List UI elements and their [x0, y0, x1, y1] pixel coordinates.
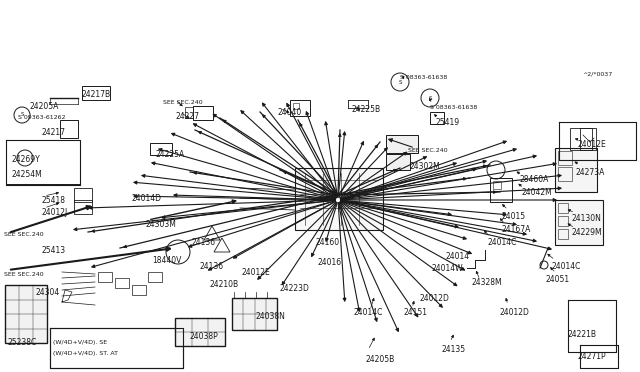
Text: 24229M: 24229M: [572, 228, 603, 237]
Text: 24014C: 24014C: [488, 238, 517, 247]
Bar: [555, 200, 603, 245]
Text: S: S: [20, 112, 24, 118]
Bar: [386, 154, 410, 170]
Bar: [430, 112, 444, 124]
Text: 24304: 24304: [35, 288, 60, 297]
Text: 24210B: 24210B: [210, 280, 239, 289]
Bar: [490, 178, 512, 202]
Bar: [6, 140, 80, 184]
Text: SEE SEC.240: SEE SEC.240: [408, 148, 447, 153]
Text: 25413: 25413: [42, 246, 66, 255]
Bar: [5, 285, 47, 343]
Bar: [555, 148, 597, 192]
Text: 24205A: 24205A: [30, 102, 60, 111]
Text: 24012J: 24012J: [42, 208, 68, 217]
Bar: [150, 143, 172, 155]
Text: 25418: 25418: [42, 196, 66, 205]
Text: 24038P: 24038P: [190, 332, 219, 341]
Text: 24130N: 24130N: [572, 214, 602, 223]
Bar: [74, 200, 92, 214]
Text: 24014: 24014: [445, 252, 469, 261]
Text: 24038N: 24038N: [255, 312, 285, 321]
Text: 24014D: 24014D: [132, 194, 162, 203]
Text: 24136: 24136: [200, 262, 224, 271]
Text: 24014C: 24014C: [354, 308, 383, 317]
Text: 24217: 24217: [42, 128, 66, 137]
Text: 28460A: 28460A: [520, 175, 549, 184]
Bar: [193, 106, 213, 120]
Text: (W/4D+V/4D). ST. AT: (W/4D+V/4D). ST. AT: [53, 351, 118, 356]
Bar: [558, 167, 572, 181]
Text: SEE SEC.240: SEE SEC.240: [4, 272, 44, 277]
Text: 24012D: 24012D: [420, 294, 450, 303]
Text: 24271P: 24271P: [577, 352, 605, 361]
Text: 24223D: 24223D: [280, 284, 310, 293]
Text: S 08363-61638: S 08363-61638: [400, 75, 447, 80]
Text: 24012D: 24012D: [500, 308, 530, 317]
Text: 24217B: 24217B: [82, 90, 111, 99]
Text: 24225B: 24225B: [352, 105, 381, 114]
Bar: [295, 168, 383, 230]
Bar: [558, 229, 568, 239]
Bar: [50, 328, 183, 368]
Text: SEE SEC.240: SEE SEC.240: [4, 232, 44, 237]
Text: 24015: 24015: [502, 212, 526, 221]
Text: 24269Y: 24269Y: [12, 155, 41, 164]
Bar: [82, 86, 110, 100]
Text: 24227: 24227: [175, 112, 199, 121]
Text: S 08363-61638: S 08363-61638: [430, 105, 477, 110]
Text: 24167A: 24167A: [502, 225, 531, 234]
Text: 24225A: 24225A: [155, 150, 184, 159]
Text: (W/4D+V/4D). SE: (W/4D+V/4D). SE: [53, 340, 107, 345]
Bar: [148, 272, 162, 282]
Text: SEE SEC.240: SEE SEC.240: [163, 100, 203, 105]
Text: 24303M: 24303M: [145, 220, 176, 229]
Text: 24160: 24160: [315, 238, 339, 247]
Bar: [232, 298, 277, 330]
Text: 25419: 25419: [436, 118, 460, 127]
Bar: [175, 318, 225, 346]
Text: 18440V: 18440V: [152, 256, 181, 265]
Text: S: S: [398, 80, 402, 84]
Text: 24016: 24016: [318, 258, 342, 267]
Text: 24302M: 24302M: [410, 162, 441, 171]
Text: 24051: 24051: [545, 275, 569, 284]
Bar: [386, 135, 418, 153]
Text: 24042M: 24042M: [522, 188, 553, 197]
Text: 24014C: 24014C: [552, 262, 581, 271]
Text: 24040: 24040: [278, 108, 302, 117]
Text: 24273A: 24273A: [576, 168, 605, 177]
Text: 24136: 24136: [192, 238, 216, 247]
Text: S 09363-61262: S 09363-61262: [18, 115, 65, 120]
Bar: [98, 272, 112, 282]
Bar: [290, 100, 310, 116]
Text: 24328M: 24328M: [472, 278, 502, 287]
Bar: [115, 278, 129, 288]
Bar: [60, 120, 78, 138]
Text: 24012E: 24012E: [242, 268, 271, 277]
Bar: [558, 151, 572, 165]
Text: 24135: 24135: [442, 345, 466, 354]
Text: 24205B: 24205B: [365, 355, 394, 364]
Text: ^2/*0037: ^2/*0037: [582, 72, 612, 77]
Bar: [74, 188, 92, 202]
Text: 24012E: 24012E: [578, 140, 607, 149]
Text: 24221B: 24221B: [567, 330, 596, 339]
Text: S: S: [428, 96, 432, 100]
Text: 24014W: 24014W: [432, 264, 463, 273]
Text: 25238C: 25238C: [8, 338, 37, 347]
Text: 24151: 24151: [403, 308, 427, 317]
Bar: [132, 285, 146, 295]
Bar: [293, 103, 299, 109]
Bar: [493, 181, 501, 189]
Bar: [558, 203, 568, 213]
Text: 24254M: 24254M: [12, 170, 43, 179]
Bar: [558, 216, 568, 226]
Bar: [570, 128, 592, 150]
